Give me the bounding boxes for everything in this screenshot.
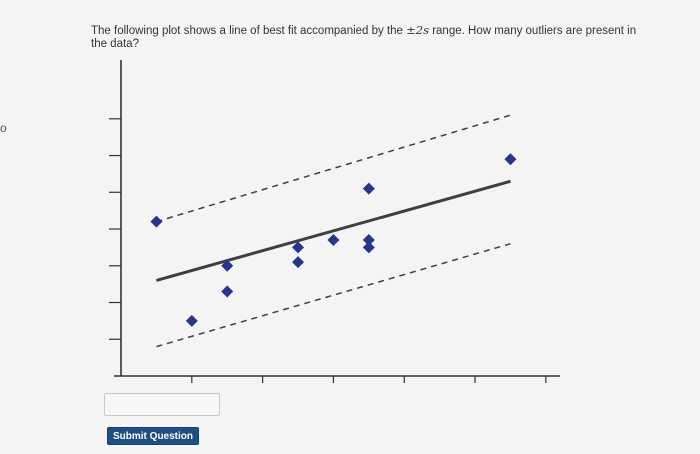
answer-input[interactable] (104, 393, 220, 416)
data-point-11 (504, 153, 517, 166)
data-point-5 (292, 241, 305, 254)
data-point-7 (327, 234, 340, 247)
question-text-start: The following plot shows a line of best … (91, 25, 407, 37)
question-text-end: range. How many outliers are present in … (91, 25, 637, 50)
upper-range-line (156, 114, 511, 223)
range-value: 2s (415, 23, 430, 37)
data-point-6 (292, 256, 305, 269)
data-point-10 (362, 182, 375, 195)
edge-marker: o (0, 121, 7, 135)
data-point-4 (221, 259, 234, 272)
data-point-2 (185, 314, 198, 327)
submit-question-button[interactable]: Submit Question (107, 427, 199, 445)
data-point-1 (150, 215, 163, 228)
data-point-3 (221, 285, 234, 298)
data-point-9 (362, 241, 375, 254)
pm-symbol: ± (406, 23, 416, 37)
data-point-8 (362, 234, 375, 247)
best-fit-line (155, 179, 511, 282)
lower-range-line (156, 243, 511, 348)
question-prompt: The following plot shows a line of best … (91, 24, 651, 51)
